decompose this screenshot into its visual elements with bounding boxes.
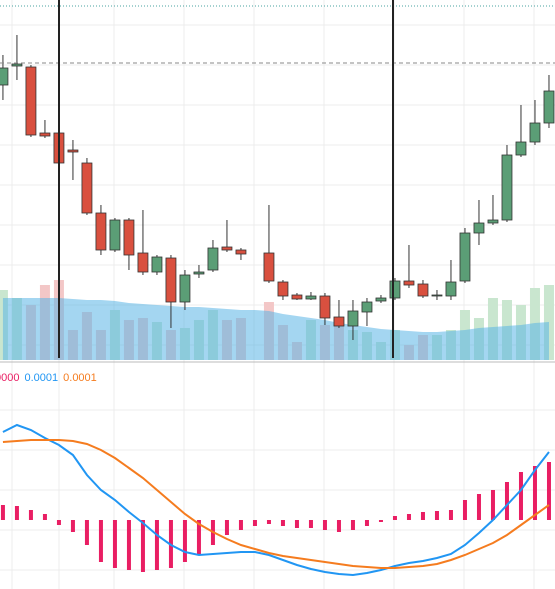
candle-body [291,294,303,300]
histogram-bar [56,520,61,525]
indicator-value: 0.0001 [63,372,97,384]
histogram-bar [308,520,313,528]
histogram-bar [518,472,523,520]
candle-body [123,219,135,256]
histogram-bar [14,506,19,520]
histogram-bar [434,511,439,520]
candle-body [235,249,247,255]
candle-body [501,154,513,221]
histogram-bar [462,500,467,520]
macd-layer [0,423,551,577]
histogram-bar [476,494,481,520]
candle-body [347,310,359,327]
histogram-bar [84,520,89,545]
candle-body [529,122,541,143]
histogram-bar [70,520,75,532]
histogram-bar [294,520,299,528]
histogram-bar [112,520,117,568]
histogram-bar [126,520,131,570]
histogram-bar [266,520,271,524]
candle-body [403,280,415,286]
candle-body [263,252,275,282]
candle-body [207,247,219,271]
histogram-bar [378,520,383,522]
candle-body [445,281,457,297]
candle-body [165,257,177,303]
candle-body [179,274,191,303]
histogram-bar [532,466,537,520]
histogram-bar [42,514,47,520]
histogram-bar [196,520,201,555]
candle-body [11,63,23,67]
candle-body [473,222,485,234]
candle-body [67,149,79,153]
candle-body [333,316,345,327]
histogram-bar [350,520,355,530]
histogram-bar [448,510,453,520]
histogram-bar [504,482,509,520]
histogram-bar [392,516,397,520]
candle-body [109,219,121,251]
candle-body [431,294,443,297]
histogram-bar [182,520,187,562]
histogram-bar [336,520,341,532]
histogram-bar [490,490,495,520]
volume-ma-area [2,298,549,360]
candle-body [137,252,149,273]
candle-body [459,232,471,282]
histogram-bar [224,520,229,535]
line [2,439,550,569]
histogram-bar [140,520,145,572]
price-layer [0,35,555,340]
candle-body [319,295,331,319]
candle-body [543,90,555,124]
histogram-bar [280,520,285,526]
histogram-bar [546,462,551,520]
candle-body [375,297,387,302]
candle-body [389,280,401,299]
histogram-bar [364,520,369,526]
candle-body [81,162,93,214]
candle-body [25,66,37,136]
candle-body [417,283,429,297]
histogram-bar [420,512,425,520]
candle-body [361,301,373,313]
histogram-bar [154,520,159,570]
candle-body [221,246,233,251]
histogram-bar [0,505,5,520]
histogram-bar [406,514,411,520]
histogram-bar [252,520,257,526]
histogram-bar [98,520,103,562]
candle-body [487,219,499,224]
candle-body [305,295,317,300]
indicator-value: 0.0001 [24,372,58,384]
candle-body [151,256,163,273]
candle-body [39,132,51,137]
candle-body [193,271,205,275]
candle-body [0,67,9,86]
candle-body [95,212,107,251]
line [2,423,550,577]
histogram-bar [322,520,327,530]
histogram-bar [28,510,33,520]
histogram-bar [238,520,243,530]
candle-body [277,281,289,297]
candle-body [515,141,527,156]
